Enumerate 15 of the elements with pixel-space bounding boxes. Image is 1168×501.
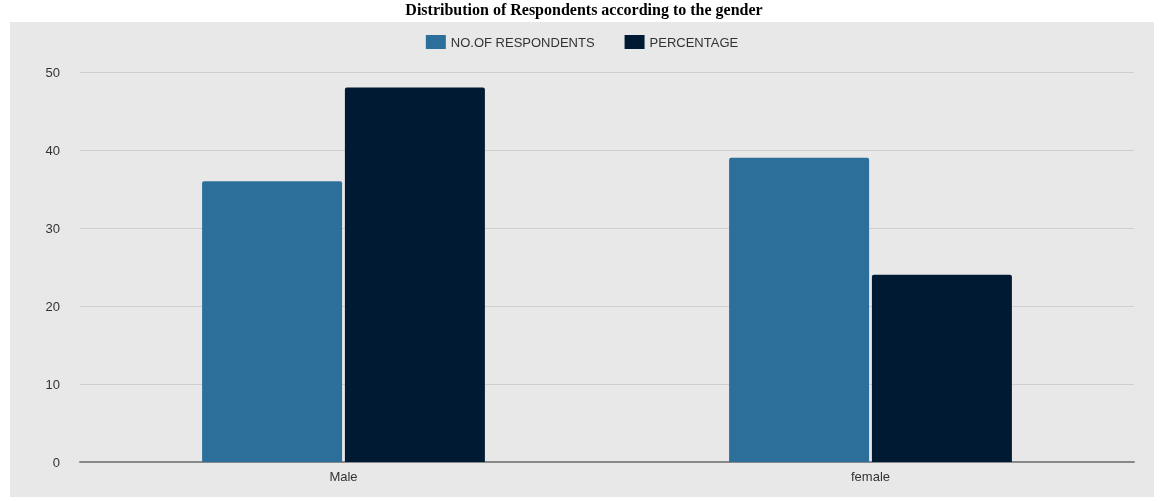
legend-label: PERCENTAGE [649,34,739,50]
x-tick-label: female [850,469,891,484]
legend-label: NO.OF RESPONDENTS [450,34,595,50]
bar [202,181,343,462]
y-tick-label: 20 [45,298,60,314]
y-tick-label: 40 [45,142,60,158]
y-tick-label: 10 [45,376,60,392]
y-tick-label: 30 [45,220,60,236]
y-tick-label: 50 [45,64,60,80]
bar [344,87,485,462]
y-tick-label: 0 [52,454,60,470]
bar [729,157,870,462]
x-tick-label: Male [329,469,358,484]
chart-title: Distribution of Respondents according to the gender [404,0,764,21]
bar [871,274,1012,462]
